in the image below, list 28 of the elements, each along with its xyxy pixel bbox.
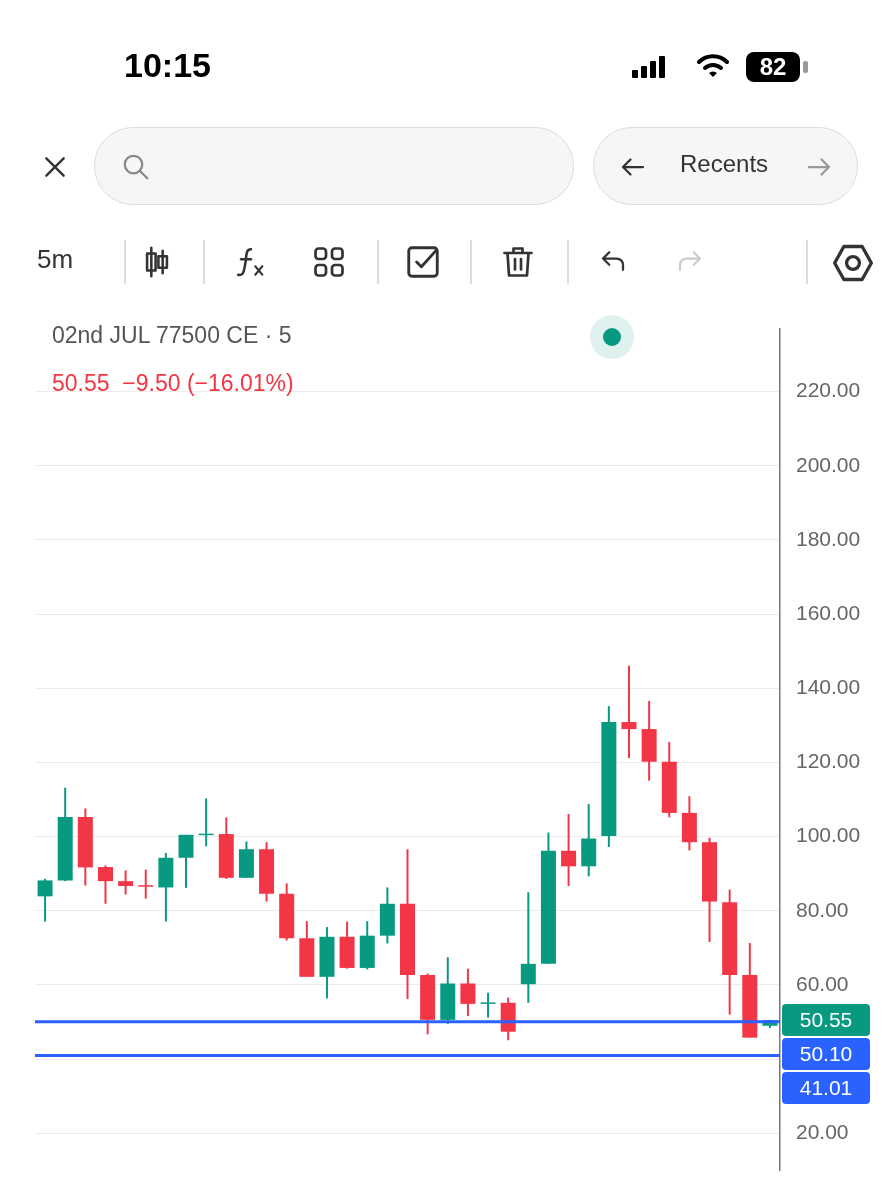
ref-line-label: 50.10	[799, 1041, 853, 1065]
y-tick-label: 60.00	[796, 971, 849, 995]
candlestick	[520, 891, 536, 1004]
y-tick-label: 80.00	[796, 897, 849, 921]
candlestick	[460, 967, 476, 1018]
candlestick	[97, 864, 113, 905]
legend-label: 41.01	[799, 1075, 853, 1099]
candlestick	[480, 991, 496, 1019]
text: Recents	[680, 150, 769, 178]
y-tick-label: 100.00	[796, 823, 861, 847]
chart-title: 02nd JUL 77500 CE · 5	[52, 322, 292, 349]
candlestick	[178, 833, 194, 889]
text: 10:15	[124, 46, 211, 85]
y-tick-label: 220.00	[796, 378, 861, 402]
y-tick-label: 120.00	[796, 749, 861, 773]
y-tick-label: 180.00	[796, 526, 861, 550]
text: 50.55	[799, 1007, 853, 1031]
candlestick	[118, 869, 134, 896]
y-tick-label: 20.00	[796, 1120, 849, 1144]
y-tick-label: 200.00	[796, 452, 861, 476]
text: 5m	[37, 244, 74, 275]
y-tick-label: 140.00	[796, 675, 861, 699]
candlestick	[561, 813, 577, 887]
candlestick	[138, 868, 154, 900]
y-tick-label: 160.00	[796, 600, 861, 624]
candlestick	[621, 664, 637, 760]
text: 50.55 −9.50 (−16.01%)	[52, 370, 294, 397]
candlestick	[37, 877, 53, 923]
